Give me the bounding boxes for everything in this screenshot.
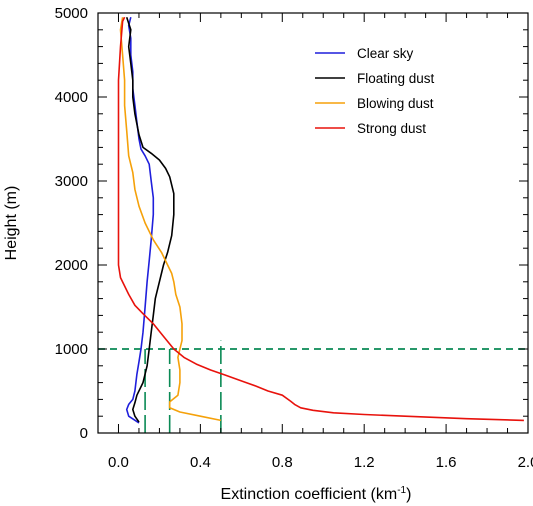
x-axis-title-superscript: -1 — [397, 485, 406, 496]
y-tick-label: 0 — [80, 425, 88, 442]
series-line-blowing-dust — [119, 17, 222, 422]
x-tick-label: 0.8 — [272, 454, 293, 471]
y-tick-label: 2000 — [55, 257, 88, 274]
legend-label: Clear sky — [357, 46, 414, 61]
y-tick-label: 4000 — [55, 89, 88, 106]
series-line-strong-dust — [117, 16, 524, 422]
y-tick-label: 5000 — [55, 5, 88, 22]
reference-lines — [98, 340, 528, 433]
x-axis-title: Extinction coefficient (km-1) — [221, 485, 412, 503]
series-line-floating-dust — [125, 16, 175, 423]
y-tick-label: 3000 — [55, 173, 88, 190]
legend-label: Strong dust — [357, 121, 426, 136]
x-tick-label: 1.6 — [436, 454, 457, 471]
y-tick-labels: 0 1000 2000 3000 4000 5000 — [55, 5, 88, 442]
legend-label: Blowing dust — [357, 96, 434, 111]
y-axis-title: Height (m) — [3, 186, 20, 261]
x-tick-label: 2.0 — [518, 454, 533, 471]
x-tick-label: 0.4 — [190, 454, 211, 471]
axis-ticks — [97, 12, 529, 434]
x-tick-label: 1.2 — [354, 454, 375, 471]
series-lines — [117, 16, 524, 424]
legend-label: Floating dust — [357, 71, 435, 86]
plot-frame — [97, 12, 529, 434]
x-axis-title-main: Extinction coefficient (km — [221, 486, 398, 503]
x-tick-labels: 0.0 0.4 0.8 1.2 1.6 2.0 — [108, 454, 533, 471]
legend: Clear sky Floating dust Blowing dust Strong… — [315, 46, 435, 136]
y-tick-label: 1000 — [55, 341, 88, 358]
x-tick-label: 0.0 — [108, 454, 129, 471]
series-line-clear-sky — [125, 17, 155, 424]
x-axis-title-close: ) — [406, 486, 411, 503]
